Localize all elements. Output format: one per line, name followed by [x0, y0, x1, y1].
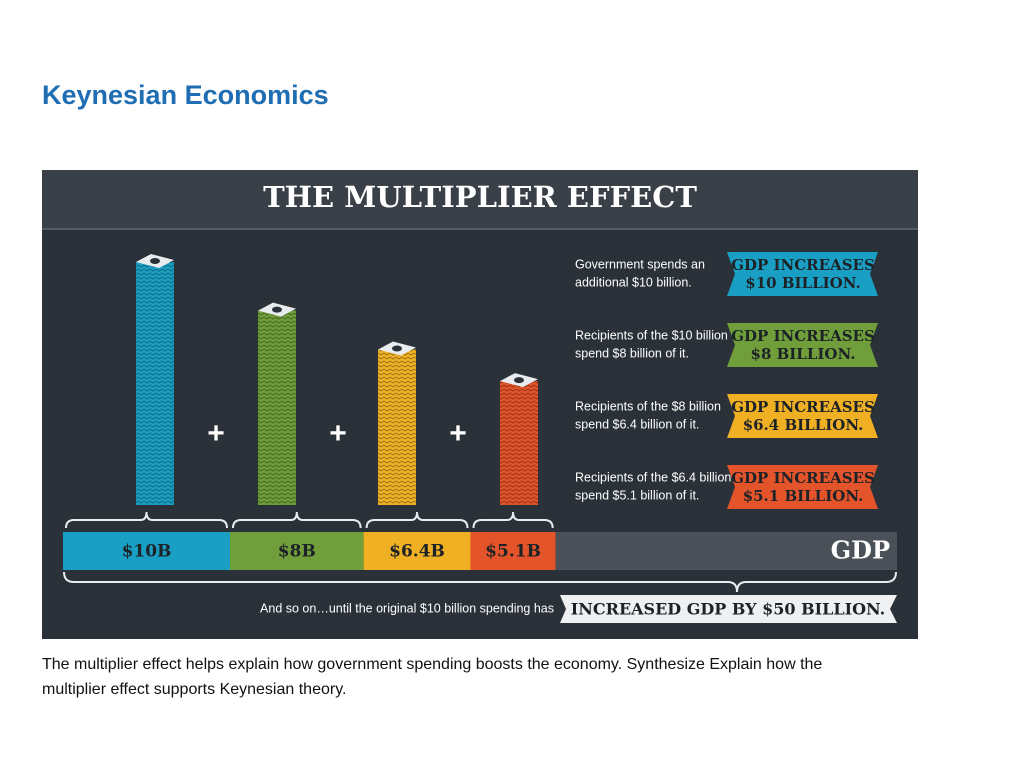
footer-banner: [560, 595, 897, 623]
gdp-segment: [63, 532, 230, 570]
badge-line: $10 BILLION.: [745, 274, 860, 292]
round-description: Recipients of the $6.4 billion: [575, 470, 731, 484]
round-description: Recipients of the $10 billion: [575, 328, 728, 342]
stack-seal: [150, 258, 160, 264]
footer-banner-text: INCREASED GDP BY $50 BILLION.: [571, 600, 885, 619]
gdp-segment: [470, 532, 556, 570]
round-description: spend $6.4 billion of it.: [575, 417, 699, 431]
badge-line: $8 BILLION.: [751, 345, 856, 363]
badge-line: $5.1 BILLION.: [743, 487, 864, 505]
gdp-segment: [230, 532, 364, 570]
badge-line: GDP INCREASES: [731, 398, 875, 416]
segment-brace: [472, 511, 554, 529]
segment-brace: [65, 511, 228, 529]
infographic-title: THE MULTIPLIER EFFECT: [263, 180, 697, 214]
stack-seal: [514, 377, 524, 384]
stack-texture: [136, 262, 174, 505]
plus-sign: +: [207, 417, 225, 450]
round-description: spend $8 billion of it.: [575, 346, 689, 360]
stack-seal: [272, 306, 282, 313]
slide-title: Keynesian Economics: [42, 80, 329, 110]
badge-line: $6.4 BILLION.: [743, 416, 864, 434]
badge-line: GDP INCREASES: [731, 469, 875, 487]
segment-brace: [365, 511, 469, 529]
gdp-badge: [727, 394, 878, 438]
gdp-segment: [363, 532, 471, 570]
badge-line: GDP INCREASES: [731, 327, 875, 345]
segment-label: $6.4B: [389, 542, 445, 562]
round-description: additional $10 billion.: [575, 275, 692, 289]
stack-texture: [378, 349, 416, 505]
total-brace: [63, 571, 897, 593]
segment-label: $5.1B: [485, 542, 541, 562]
footer-text: And so on…until the original $10 billion…: [260, 601, 554, 615]
header-band: [42, 170, 918, 228]
gdp-label: GDP: [831, 536, 890, 565]
gdp-bar: [555, 532, 897, 570]
segment-brace: [232, 511, 362, 529]
round-description: Recipients of the $8 billion: [575, 399, 721, 413]
stack-texture: [258, 310, 296, 505]
stack-texture: [500, 381, 538, 505]
plus-sign: +: [329, 417, 347, 450]
segment-label: $8B: [278, 542, 316, 562]
badge-line: GDP INCREASES: [731, 256, 875, 274]
stack-seal: [392, 345, 402, 352]
gdp-badge: [727, 465, 878, 509]
infographic: THE MULTIPLIER EFFECT $10B Government spe…: [42, 170, 918, 639]
caption: The multiplier effect helps explain how …: [42, 656, 823, 698]
round-description: spend $5.1 billion of it.: [575, 488, 699, 502]
gdp-badge: [727, 252, 878, 296]
plus-sign: +: [449, 417, 467, 450]
segment-label: $10B: [122, 542, 172, 562]
gdp-badge: [727, 323, 878, 367]
round-description: Government spends an: [575, 257, 705, 271]
